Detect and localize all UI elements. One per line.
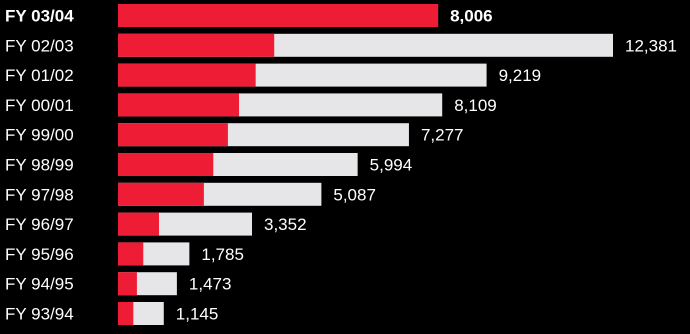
category-label: FY 93/94 (5, 305, 74, 324)
bar-highlight (118, 4, 439, 27)
bar-highlight (118, 272, 137, 296)
bar-highlight (118, 212, 159, 236)
bar-highlight (118, 153, 214, 176)
value-label: 1,785 (201, 245, 244, 264)
category-label: FY 94/95 (5, 275, 74, 294)
category-label: FY 96/97 (5, 215, 74, 234)
category-label: FY 02/03 (5, 36, 74, 55)
bar-highlight (118, 242, 144, 266)
category-label: FY 01/02 (5, 66, 74, 85)
value-label: 12,381 (625, 36, 677, 55)
value-label: 1,473 (189, 275, 232, 294)
category-label: FY 03/04 (5, 7, 74, 26)
bar-highlight (118, 63, 256, 87)
category-label: FY 95/96 (5, 245, 74, 264)
value-label: 3,352 (264, 215, 307, 234)
value-label: 7,277 (421, 126, 464, 145)
category-label: FY 97/98 (5, 185, 74, 204)
bar-highlight (118, 302, 134, 325)
value-label: 8,109 (454, 96, 497, 115)
value-label: 1,145 (176, 305, 219, 324)
value-label: 8,006 (450, 7, 493, 26)
bar-highlight (118, 93, 240, 117)
category-label: FY 99/00 (5, 126, 74, 145)
bar-highlight (118, 182, 204, 206)
bar-highlight (118, 33, 275, 57)
category-label: FY 00/01 (5, 96, 74, 115)
category-label: FY 98/99 (5, 156, 74, 175)
value-label: 5,087 (333, 185, 376, 204)
value-label: 5,994 (370, 156, 413, 175)
bar-highlight (118, 123, 228, 147)
value-label: 9,219 (499, 66, 542, 85)
